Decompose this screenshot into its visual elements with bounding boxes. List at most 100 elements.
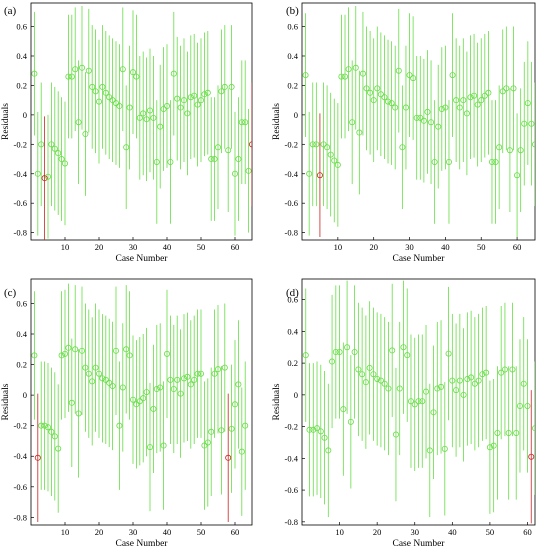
- residual-point: [516, 402, 523, 409]
- residual-point: [374, 85, 381, 92]
- residual-point: [336, 349, 343, 356]
- y-axis-label: Residuals: [272, 103, 282, 140]
- residual-point: [231, 401, 238, 408]
- residual-point: [362, 379, 369, 386]
- residual-point: [174, 376, 181, 383]
- y-tick-label: 0.6: [287, 295, 298, 305]
- residual-point: [406, 72, 413, 79]
- residual-point: [509, 366, 516, 373]
- residual-point: [184, 110, 191, 117]
- residual-point: [85, 370, 92, 377]
- residual-point: [306, 170, 313, 177]
- residual-point: [157, 123, 164, 130]
- residual-point: [109, 97, 116, 104]
- residual-plot-2: (b) -0.8 -0.6 -0.4 -0.2 0 0.2 0.4 0.6 10 20 30 40 50 6…: [272, 2, 536, 264]
- residual-point: [352, 64, 359, 71]
- y-tick-label: -0.6: [285, 198, 298, 208]
- residual-point: [426, 447, 433, 454]
- residual-point: [306, 426, 313, 433]
- y-tick-label: -0.8: [285, 517, 298, 527]
- residual-point: [431, 158, 438, 165]
- residual-point: [309, 141, 316, 148]
- residual-point: [197, 370, 204, 377]
- residual-point: [167, 158, 174, 165]
- residual-point: [204, 89, 211, 96]
- residual-point: [514, 172, 521, 179]
- residual-point: [320, 141, 327, 148]
- residual-point: [75, 119, 82, 126]
- data-marks: [31, 283, 249, 522]
- residual-point: [355, 366, 362, 373]
- y-tick-label: 0.2: [16, 360, 27, 370]
- residual-point: [140, 110, 147, 117]
- y-tick-label: -0.4: [285, 169, 299, 179]
- residual-point: [460, 391, 467, 398]
- residual-point: [208, 428, 215, 435]
- residual-point: [45, 173, 52, 180]
- residual-point: [136, 398, 143, 405]
- y-tick-label: -0.2: [285, 422, 298, 432]
- y-tick-label: 0.4: [16, 329, 27, 339]
- residual-point: [160, 105, 167, 112]
- residual-point: [359, 70, 366, 77]
- residual-point: [442, 104, 449, 111]
- x-tick-label: 40: [163, 527, 172, 537]
- residual-point: [208, 156, 215, 163]
- x-axis-label: Case Number: [393, 254, 446, 264]
- residual-point: [479, 371, 486, 378]
- residual-point: [89, 378, 96, 385]
- residual-point: [415, 398, 422, 405]
- residual-point: [434, 385, 441, 392]
- residual-point: [211, 370, 218, 377]
- residual-point: [136, 114, 143, 121]
- residual-point: [332, 349, 339, 356]
- residual-point: [106, 94, 113, 101]
- residual-point: [96, 98, 103, 105]
- residual-point: [468, 374, 475, 381]
- residual-point: [492, 158, 499, 165]
- residual-point: [395, 67, 402, 74]
- residual-point: [407, 398, 414, 405]
- residual-point: [51, 145, 58, 152]
- residual-point: [102, 376, 109, 383]
- x-tick-label: 20: [369, 242, 378, 252]
- residual-point: [424, 108, 431, 115]
- residual-point: [385, 98, 392, 105]
- residual-point: [347, 418, 354, 425]
- residual-point: [119, 384, 126, 391]
- residual-point: [231, 170, 238, 177]
- residual-point: [503, 85, 510, 92]
- x-tick-label: 50: [197, 527, 206, 537]
- residual-point: [501, 366, 508, 373]
- residual-point: [404, 352, 411, 359]
- residual-point: [524, 402, 531, 409]
- y-tick-label: -0.2: [14, 139, 27, 149]
- panel-label: (a): [4, 5, 17, 17]
- residual-point: [377, 377, 384, 384]
- residual-point: [385, 385, 392, 392]
- residual-point: [463, 110, 470, 117]
- residual-point: [48, 141, 55, 148]
- residual-point: [55, 445, 62, 452]
- residual-point: [521, 120, 528, 127]
- residual-point: [58, 352, 65, 359]
- residual-point: [329, 358, 336, 365]
- residual-point: [82, 364, 89, 371]
- residual-point: [245, 167, 252, 174]
- residual-point: [505, 429, 512, 436]
- residual-point: [456, 377, 463, 384]
- residual-point: [325, 447, 332, 454]
- y-tick-label: 0.2: [287, 358, 298, 368]
- residual-point: [143, 389, 150, 396]
- residual-point: [528, 120, 535, 127]
- residual-point: [31, 70, 38, 77]
- residual-point: [99, 83, 106, 90]
- residual-point: [133, 73, 140, 80]
- residual-point: [423, 388, 430, 395]
- residual-point: [34, 170, 41, 177]
- residual-point: [228, 425, 235, 432]
- residual-point: [102, 89, 109, 96]
- residual-point: [453, 387, 460, 394]
- y-tick-label: -0.2: [14, 421, 27, 431]
- residual-point: [302, 352, 309, 359]
